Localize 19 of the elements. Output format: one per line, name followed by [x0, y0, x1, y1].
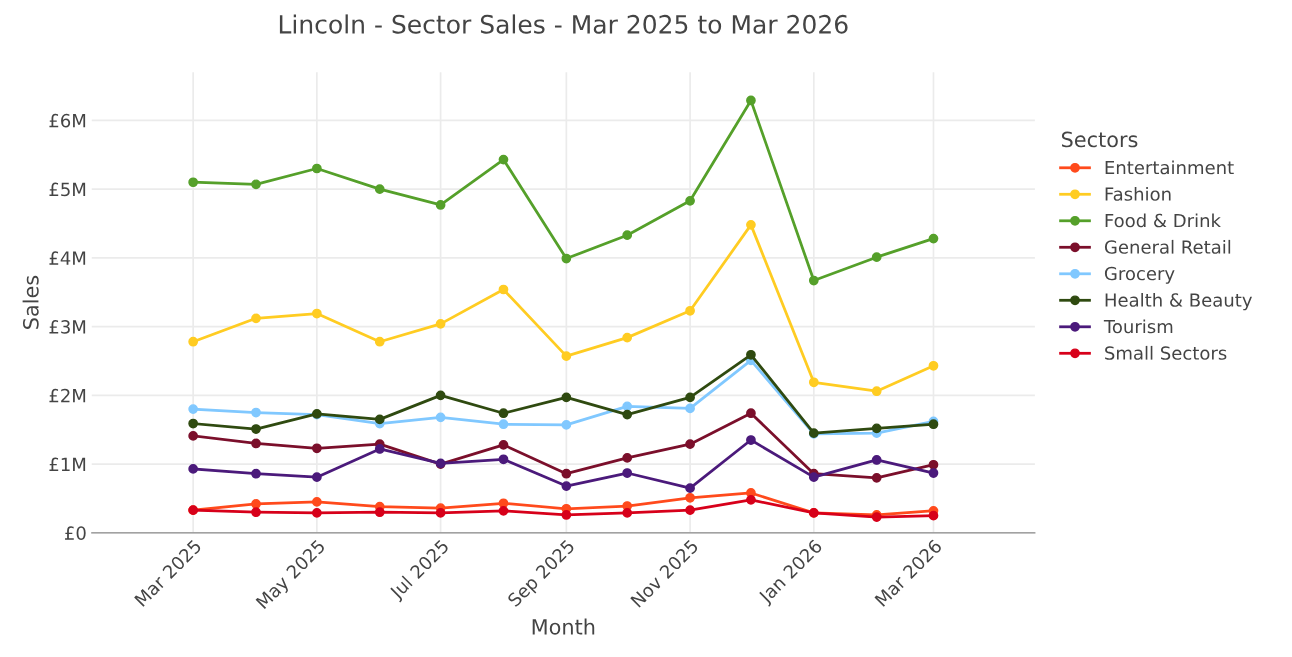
- chart-title: Lincoln - Sector Sales - Mar 2025 to Mar 2026: [279, 14, 848, 34]
- legend-label: General Retail: [1104, 239, 1231, 254]
- legend-label: Entertainment: [1105, 160, 1234, 175]
- legend-label: Health & Beauty: [1105, 292, 1252, 311]
- y-axis-title: Sales: [22, 275, 39, 329]
- y-tick-label: £6M: [49, 113, 86, 128]
- legend-label: Food & Drink: [1105, 213, 1221, 228]
- y-tick-label: £1M: [49, 457, 86, 471]
- y-tick-label: £2M: [49, 388, 86, 403]
- y-tick-label: £4M: [49, 251, 86, 265]
- y-tick-label: £0: [65, 526, 86, 540]
- y-tick-label: £5M: [49, 182, 86, 197]
- y-tick-label: £3M: [49, 320, 86, 334]
- legend-title: Sectors: [1061, 131, 1138, 148]
- x-axis-title: Month: [532, 618, 595, 635]
- legend-label: Small Sectors: [1105, 345, 1227, 360]
- legend-label: Tourism: [1103, 319, 1173, 334]
- legend-label: Grocery: [1104, 266, 1175, 284]
- legend-label: Fashion: [1105, 186, 1171, 201]
